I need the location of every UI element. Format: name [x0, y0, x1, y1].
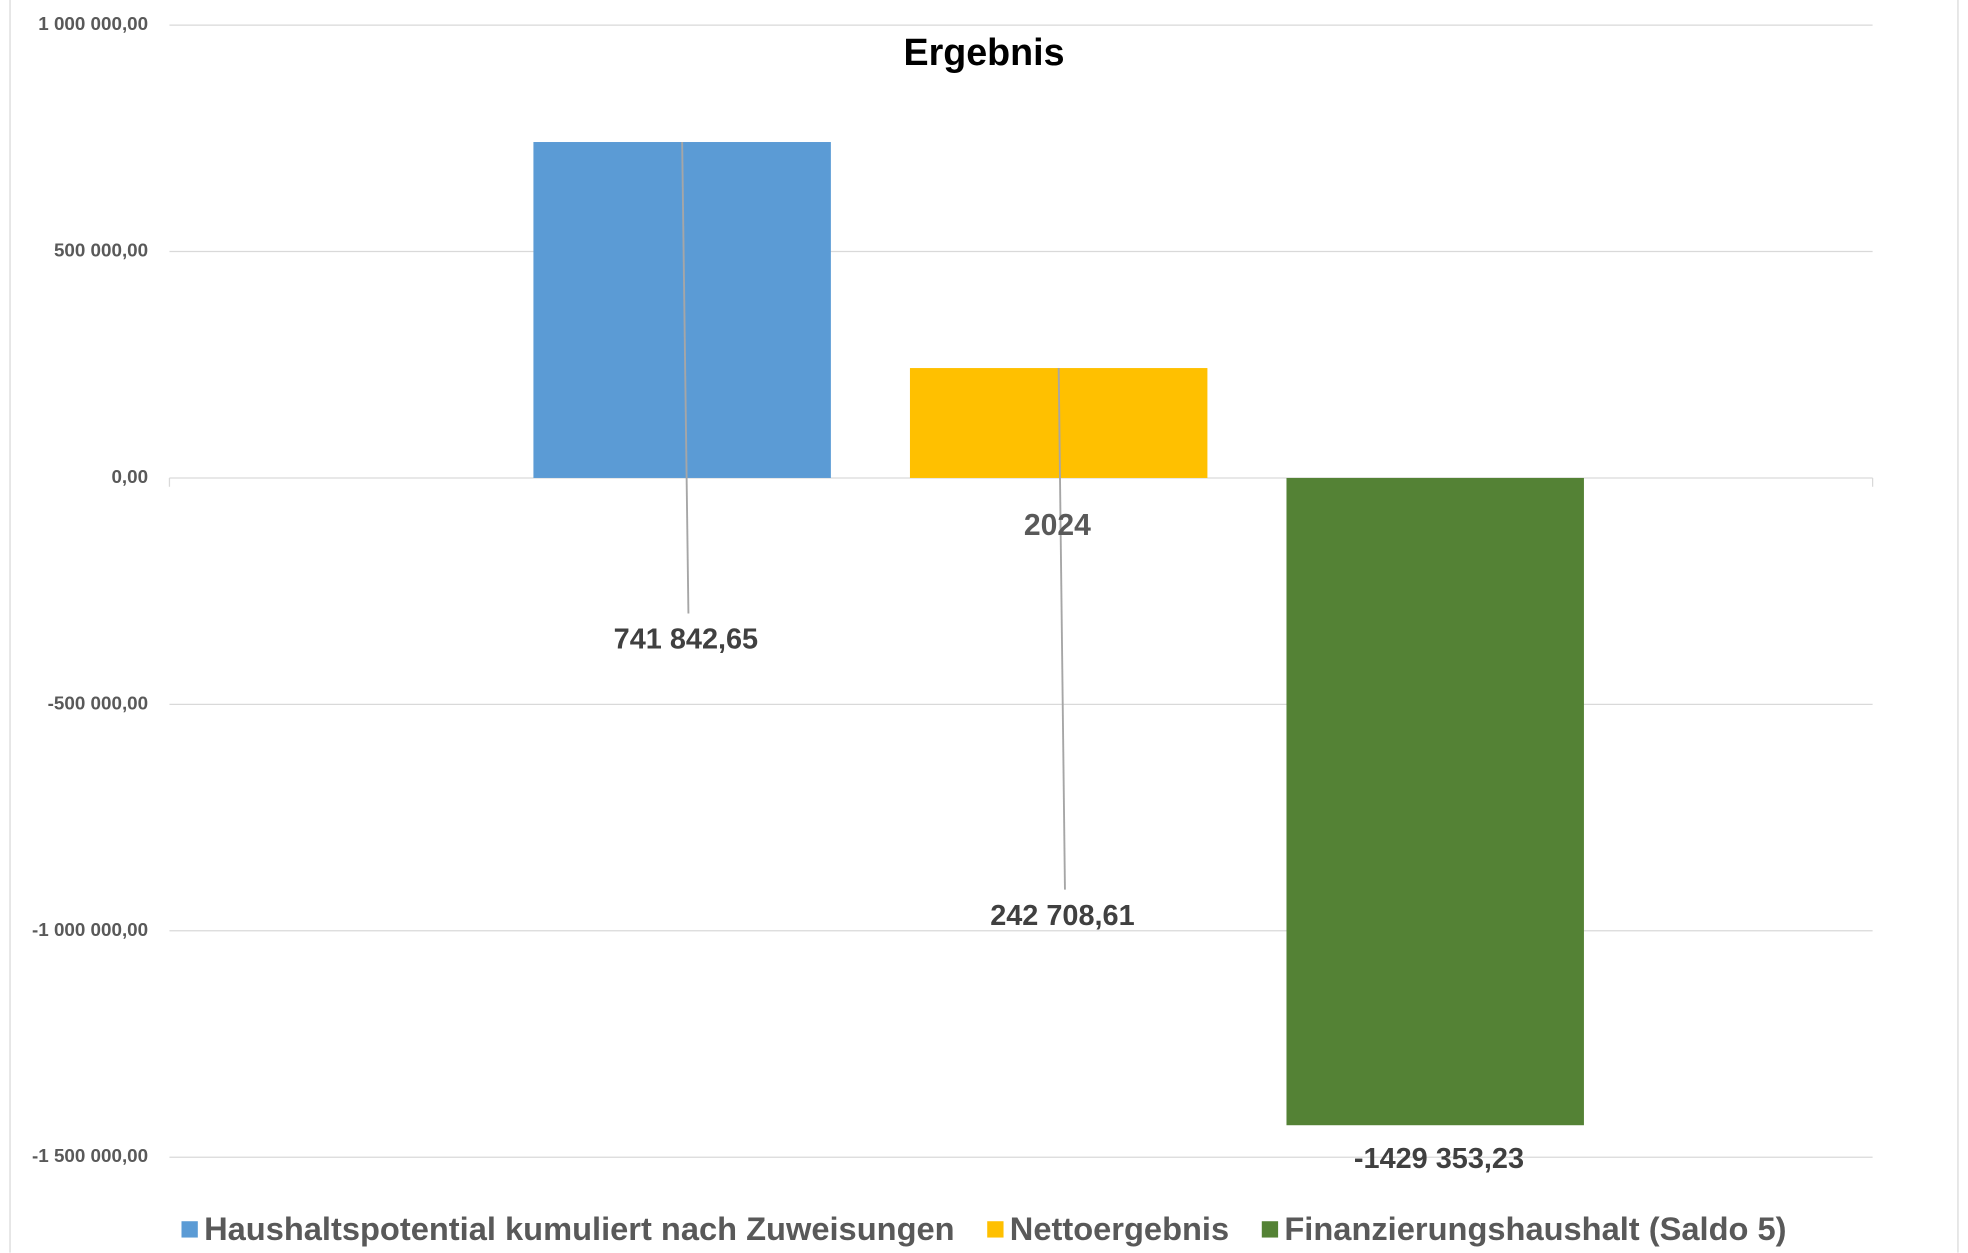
leader-line [1057, 368, 1066, 890]
leader-line [681, 142, 690, 614]
legend-label: Haushaltspotential kumuliert nach Zuweis… [204, 1210, 955, 1247]
legend-swatch [181, 1221, 198, 1238]
legend-swatch [987, 1221, 1004, 1238]
data-label: -1429 353,23 [1354, 1143, 1524, 1175]
y-tick-label: 0,00 [111, 466, 148, 487]
legend-label: Finanzierungshaushalt (Saldo 5) [1284, 1210, 1786, 1247]
data-label: 741 842,65 [614, 624, 758, 656]
y-tick-label: -1 500 000,00 [32, 1145, 148, 1166]
y-tick-label: 1 000 000,00 [38, 13, 148, 34]
y-tick-label: -1 000 000,00 [32, 919, 148, 940]
chart-title: Ergebnis [903, 31, 1064, 73]
legend-swatch [1261, 1221, 1279, 1238]
x-tick-label: 2024 [1024, 509, 1091, 542]
y-tick-label: -500 000,00 [48, 692, 148, 713]
data-label: 242 708,61 [990, 900, 1134, 932]
legend-label: Nettoergebnis [1010, 1210, 1229, 1247]
y-tick-label: 500 000,00 [54, 240, 148, 261]
bar [1286, 477, 1584, 1126]
